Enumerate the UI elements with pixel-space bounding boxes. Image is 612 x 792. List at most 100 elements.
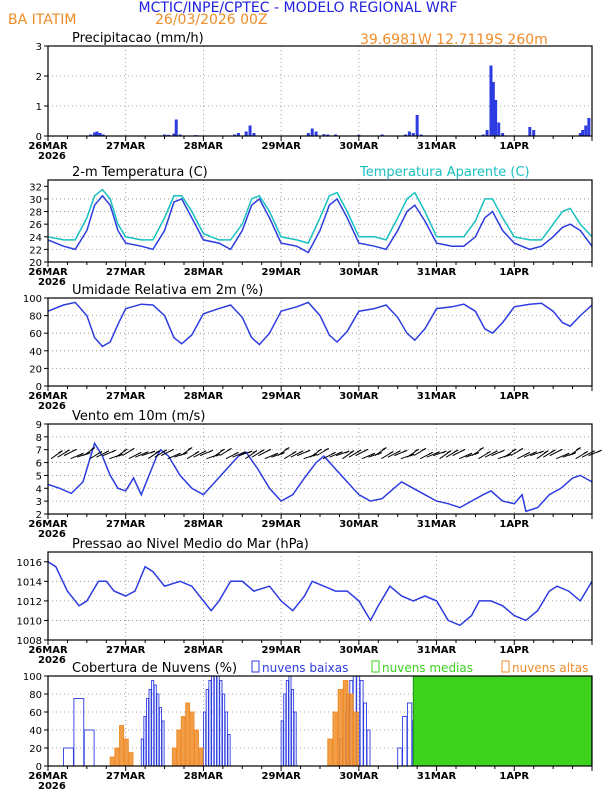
precip-bar xyxy=(89,134,93,136)
x-tick-label: 26MAR xyxy=(28,771,68,782)
panel-3: 0 20 40 60 80 100 26MAR 27MAR 28MAR 29MAR 30MAR 31M… xyxy=(23,283,593,412)
wind-barb-head xyxy=(183,452,188,456)
x-tick-label: 29MAR xyxy=(261,141,301,152)
wind-barb-head xyxy=(280,452,285,456)
wind-barb-head xyxy=(428,451,433,455)
y-tick-label: 24 xyxy=(29,233,42,244)
panel-frame xyxy=(47,423,593,515)
x-tick-label: 28MAR xyxy=(184,267,224,278)
wind-barb-head xyxy=(130,447,135,451)
legend-label-nuvens-baixas: nuvens baixas xyxy=(262,661,348,675)
wind-barb-head xyxy=(227,447,232,451)
precip-bar xyxy=(334,134,338,136)
wind-barb-head xyxy=(558,448,563,452)
precip-bar xyxy=(322,134,326,136)
wind-barb-head xyxy=(389,451,394,454)
wind-barb-head xyxy=(409,453,415,457)
wind-barb-head xyxy=(576,447,581,451)
x-tick-label: 26MAR xyxy=(28,267,68,278)
header-location: 39.6981W 12.7119S 260m xyxy=(360,32,548,48)
cloud-bar-nuvens-altas xyxy=(194,729,199,767)
x-tick-label: 1APR xyxy=(499,771,529,782)
wind-barb-head xyxy=(215,453,220,457)
cloud-bar-nuvens-baixas xyxy=(216,675,220,767)
wind-barb-head xyxy=(247,450,253,454)
x-year-label: 2026 xyxy=(38,277,66,288)
cloud-bar-nuvens-altas xyxy=(337,689,344,767)
x-tick-label: 1APR xyxy=(499,267,529,278)
x-tick-label: 29MAR xyxy=(261,391,301,402)
wind-barb-head xyxy=(104,450,110,454)
cloud-bar-nuvens-baixas xyxy=(359,680,364,767)
wind-barb-head xyxy=(421,447,426,451)
precip-bar xyxy=(163,134,167,136)
x-tick-label: 30MAR xyxy=(339,391,379,402)
precip-bar xyxy=(248,125,252,136)
series-line-temperatura-aparente-c- xyxy=(47,188,593,244)
cloud-bar-nuvens-baixas xyxy=(397,747,403,767)
precip-bar xyxy=(419,134,423,136)
x-tick-label: 29MAR xyxy=(261,771,301,782)
wind-barb-head xyxy=(150,450,156,454)
y-tick-label: 20 xyxy=(29,744,42,755)
wind-barb-head xyxy=(467,452,473,456)
cloud-bar-nuvens-altas xyxy=(327,738,333,767)
cloud-bar-nuvens-altas xyxy=(342,680,349,767)
x-tick-label: 28MAR xyxy=(184,645,224,656)
y-tick-label: 32 xyxy=(29,182,42,193)
precip-bar xyxy=(501,133,505,136)
cloud-bar-nuvens-altas xyxy=(176,729,182,767)
cloud-bar-nuvens-altas xyxy=(119,725,125,767)
x-tick-label: 27MAR xyxy=(106,267,146,278)
cloud-bar-nuvens-baixas xyxy=(156,693,160,767)
wind-barb-head xyxy=(345,450,350,454)
wind-barb-head xyxy=(551,449,556,453)
cloud-bar-nuvens-baixas xyxy=(402,716,408,767)
precip-bar xyxy=(236,133,240,136)
wind-barb-head xyxy=(58,450,63,454)
panel-title: Vento em 10m (m/s) xyxy=(72,409,205,424)
legend-label-nuvens-altas: nuvens altas xyxy=(512,661,588,675)
precip-bar xyxy=(172,133,176,136)
x-tick-label: 28MAR xyxy=(184,519,224,530)
y-tick-label: 4 xyxy=(36,484,42,495)
wind-barb-head xyxy=(137,451,142,455)
wind-barb-head xyxy=(442,450,447,454)
panel-title: Umidade Relativa em 2m (%) xyxy=(72,283,263,298)
x-tick-label: 1APR xyxy=(499,645,529,656)
legend-swatch-nuvens-baixas xyxy=(251,660,260,673)
panel-title: Precipitacao (mm/h) xyxy=(72,31,204,46)
precip-bar xyxy=(411,133,415,136)
x-tick-label: 30MAR xyxy=(339,771,379,782)
wind-barb-head xyxy=(493,450,498,454)
cloud-bar-nuvens-baixas xyxy=(213,675,217,767)
y-tick-label: 100 xyxy=(23,672,42,683)
legend-swatch-nuvens-medias xyxy=(371,660,380,673)
x-year-label: 2026 xyxy=(38,529,66,540)
x-tick-label: 30MAR xyxy=(339,645,379,656)
y-tick-label: 80 xyxy=(29,690,42,701)
cloud-bar-nuvens-baixas xyxy=(363,702,368,767)
y-tick-label: 30 xyxy=(29,195,42,206)
y-tick-label: 1016 xyxy=(17,558,42,569)
precip-bar xyxy=(380,134,384,136)
precip-bar xyxy=(415,115,419,136)
wind-barb-head xyxy=(338,451,343,455)
wind-barb-head xyxy=(525,451,531,455)
y-tick-label: 26 xyxy=(29,220,42,231)
precip-bar xyxy=(166,134,170,136)
wind-barb-head xyxy=(208,449,214,453)
cloud-bar-nuvens-baixas xyxy=(205,689,209,767)
wind-barb-head xyxy=(292,451,297,454)
precip-bar xyxy=(174,119,178,136)
wind-barb-head xyxy=(285,447,290,451)
x-tick-label: 26MAR xyxy=(28,519,68,530)
y-tick-label: 40 xyxy=(29,347,42,358)
y-tick-label: 3 xyxy=(36,497,42,508)
cloud-bar-nuvens-baixas xyxy=(145,698,149,767)
precip-bar xyxy=(497,122,501,136)
wind-barb-head xyxy=(65,449,70,453)
cloud-bar-nuvens-altas xyxy=(348,693,354,767)
wind-barb-head xyxy=(590,450,595,454)
x-tick-label: 26MAR xyxy=(28,645,68,656)
